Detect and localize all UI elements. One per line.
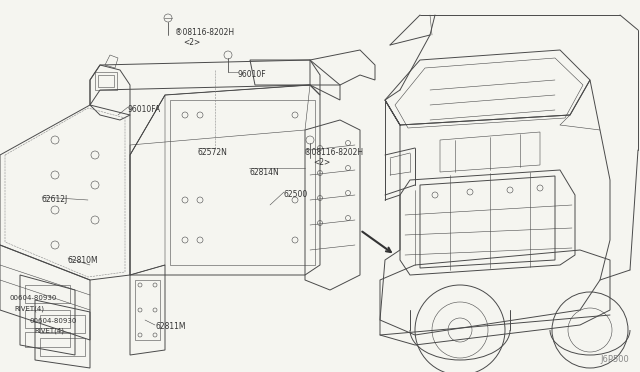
Text: <2>: <2>: [313, 158, 330, 167]
Bar: [95, 72, 117, 90]
Bar: [40, 338, 85, 356]
Text: RIVET(4): RIVET(4): [34, 328, 64, 334]
Bar: [25, 285, 70, 303]
Text: 62814N: 62814N: [249, 168, 279, 177]
Bar: [25, 332, 70, 347]
Text: ®08116-8202H: ®08116-8202H: [175, 28, 234, 37]
Text: <2>: <2>: [183, 38, 200, 47]
Bar: [25, 310, 70, 328]
Bar: [40, 315, 85, 333]
Text: 96010F: 96010F: [238, 70, 267, 79]
Text: 00604-80930: 00604-80930: [30, 318, 77, 324]
Text: RIVET(4): RIVET(4): [14, 305, 44, 311]
Text: 00604-80930: 00604-80930: [10, 295, 58, 301]
Bar: [135, 280, 160, 340]
Text: 62500: 62500: [284, 190, 308, 199]
Text: J6P500: J6P500: [600, 355, 628, 364]
Text: 96010FA: 96010FA: [128, 105, 161, 114]
Text: 62572N: 62572N: [198, 148, 228, 157]
Text: ®08116-8202H: ®08116-8202H: [304, 148, 363, 157]
Bar: [170, 100, 315, 265]
Text: 62612J: 62612J: [42, 195, 68, 204]
Text: 62811M: 62811M: [155, 322, 186, 331]
Text: 62810M: 62810M: [68, 256, 99, 265]
Bar: [98, 75, 114, 87]
